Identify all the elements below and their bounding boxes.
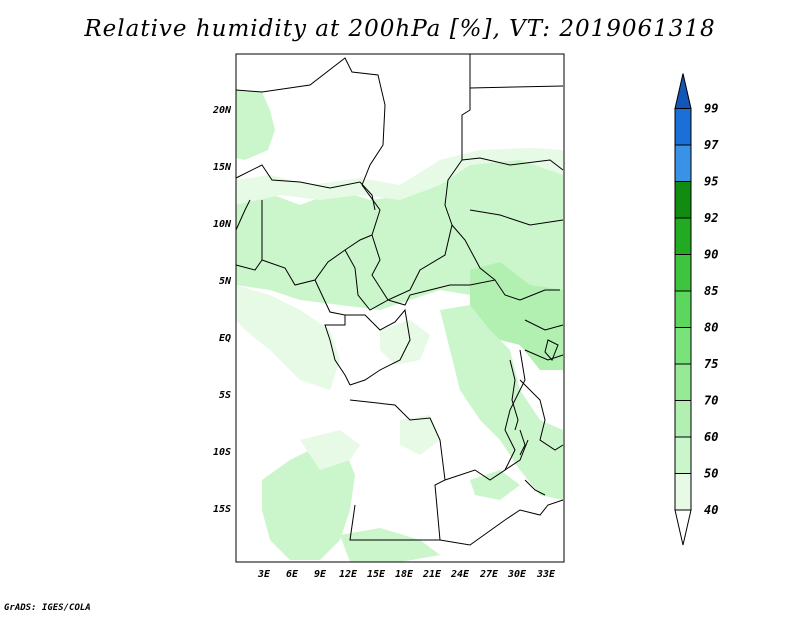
lat-label: 10N [213, 219, 232, 230]
lon-label: 12E [339, 569, 358, 580]
lat-label: 10S [213, 447, 231, 458]
colorbar-label: 80 [704, 321, 718, 335]
lat-label: 15S [213, 504, 231, 515]
colorbar-box [674, 217, 692, 255]
colorbar-box [674, 473, 692, 511]
colorbar-box [674, 144, 692, 182]
lat-label: EQ [219, 333, 231, 344]
colorbar-label: 60 [704, 430, 718, 444]
credit-label: GrADS: IGES/COLA [4, 603, 91, 613]
lat-label: 5N [219, 276, 232, 287]
colorbar-label: 85 [704, 284, 718, 298]
colorbar-box [674, 181, 692, 219]
humidity-shading [236, 90, 563, 562]
colorbar-label: 70 [704, 394, 718, 408]
lat-label: 20N [212, 105, 232, 116]
lon-label: 30E [507, 569, 527, 580]
longitude-labels: 3E 6E 9E 12E 15E 18E 21E 24E 27E 30E 33E [257, 569, 556, 580]
colorbar-labels: 40 50 60 70 75 80 85 90 92 95 97 99 [704, 102, 719, 518]
colorbar-label: 95 [704, 175, 718, 189]
colorbar-box [674, 436, 692, 474]
lon-label: 3E [257, 569, 271, 580]
lon-label: 18E [395, 569, 414, 580]
colorbar-upper-triangle [674, 73, 692, 109]
colorbar-box [674, 327, 692, 365]
lon-label: 21E [422, 569, 442, 580]
colorbar-label: 92 [704, 211, 718, 225]
colorbar-label: 75 [704, 357, 718, 371]
lon-label: 27E [479, 569, 499, 580]
colorbar-box [674, 363, 692, 401]
country-borders [235, 54, 564, 546]
colorbar-label: 99 [704, 102, 718, 116]
colorbar [674, 73, 692, 546]
colorbar-box [674, 400, 692, 438]
lon-label: 24E [450, 569, 470, 580]
colorbar-label: 40 [704, 503, 718, 517]
lat-label: 5S [219, 390, 231, 401]
colorbar-label: 97 [704, 138, 719, 152]
colorbar-box [674, 108, 692, 146]
colorbar-label: 50 [704, 467, 718, 481]
map-title: Relative humidity at 200hPa [%], VT: 201… [84, 16, 716, 42]
lon-label: 33E [536, 569, 556, 580]
map-frame [235, 53, 565, 563]
colorbar-lower-triangle [674, 509, 692, 546]
lon-label: 6E [286, 569, 299, 580]
lat-label: 15N [213, 162, 232, 173]
lon-label: 9E [314, 569, 327, 580]
colorbar-box [674, 254, 692, 292]
colorbar-label: 90 [704, 248, 718, 262]
colorbar-box [674, 290, 692, 328]
latitude-labels: 20N 15N 10N 5N EQ 5S 10S 15S [212, 105, 232, 515]
lon-label: 15E [367, 569, 386, 580]
